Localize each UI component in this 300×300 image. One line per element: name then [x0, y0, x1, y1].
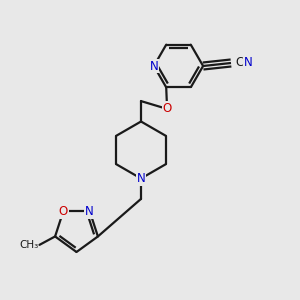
- Text: N: N: [136, 172, 146, 185]
- Text: CH₃: CH₃: [19, 240, 38, 250]
- Text: O: O: [58, 205, 68, 218]
- Text: O: O: [163, 102, 172, 116]
- Text: C: C: [236, 56, 244, 69]
- Text: N: N: [149, 59, 158, 73]
- Text: N: N: [85, 205, 94, 218]
- Text: N: N: [244, 56, 252, 69]
